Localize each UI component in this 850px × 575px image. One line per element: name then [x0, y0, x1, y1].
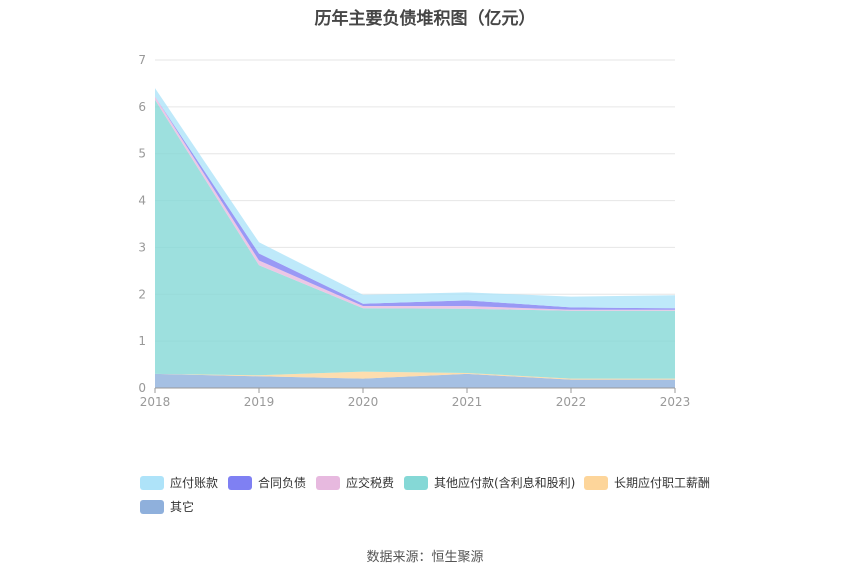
- legend-swatch: [140, 475, 164, 490]
- legend-item[interactable]: 长期应付职工薪酬: [584, 474, 710, 491]
- y-tick-label: 2: [138, 287, 146, 301]
- y-tick-label: 5: [138, 147, 146, 161]
- x-tick-label: 2018: [140, 395, 171, 409]
- y-tick-label: 1: [138, 334, 146, 348]
- source-note: 数据来源：恒生聚源: [366, 550, 484, 565]
- area-其它: [155, 373, 675, 388]
- y-tick-label: 4: [138, 194, 146, 208]
- area-长期应付职工薪酬: [155, 371, 675, 380]
- legend-label: 应付账款: [170, 476, 219, 490]
- legend-label: 其他应付款(含利息和股利): [434, 476, 576, 490]
- chart-title: 历年主要负债堆积图（亿元）: [314, 9, 536, 29]
- y-tick-label: 0: [138, 381, 146, 395]
- area-series: [155, 88, 675, 388]
- legend-swatch: [228, 475, 252, 490]
- legend-label: 应交税费: [346, 476, 395, 490]
- area-其他应付款(含利息和股利): [155, 99, 675, 379]
- legend-label: 合同负债: [258, 476, 307, 490]
- legend-swatch: [140, 499, 164, 514]
- legend-item[interactable]: 应付账款: [140, 474, 218, 491]
- x-tick-label: 2019: [244, 395, 275, 409]
- legend-label: 其它: [170, 500, 195, 514]
- x-tick-label: 2022: [556, 395, 587, 409]
- legend-label: 长期应付职工薪酬: [614, 476, 711, 490]
- legend-item[interactable]: 其它: [140, 498, 194, 515]
- legend-swatch: [316, 475, 340, 490]
- x-tick-label: 2023: [660, 395, 691, 409]
- legend-item[interactable]: 合同负债: [228, 474, 306, 491]
- x-tick-label: 2021: [452, 395, 483, 409]
- legend-item[interactable]: 其他应付款(含利息和股利): [404, 474, 575, 491]
- legend-item[interactable]: 应交税费: [316, 474, 394, 491]
- legend-swatch: [584, 475, 608, 490]
- y-tick-label: 7: [138, 53, 146, 67]
- axes: 0 1 2 3 4 5 6 7 2018 2019 2020 2021 2022 2023: [138, 53, 690, 409]
- x-tick-label: 2020: [348, 395, 379, 409]
- y-tick-label: 3: [138, 240, 146, 254]
- legend-swatch: [404, 475, 428, 490]
- y-tick-label: 6: [138, 100, 146, 114]
